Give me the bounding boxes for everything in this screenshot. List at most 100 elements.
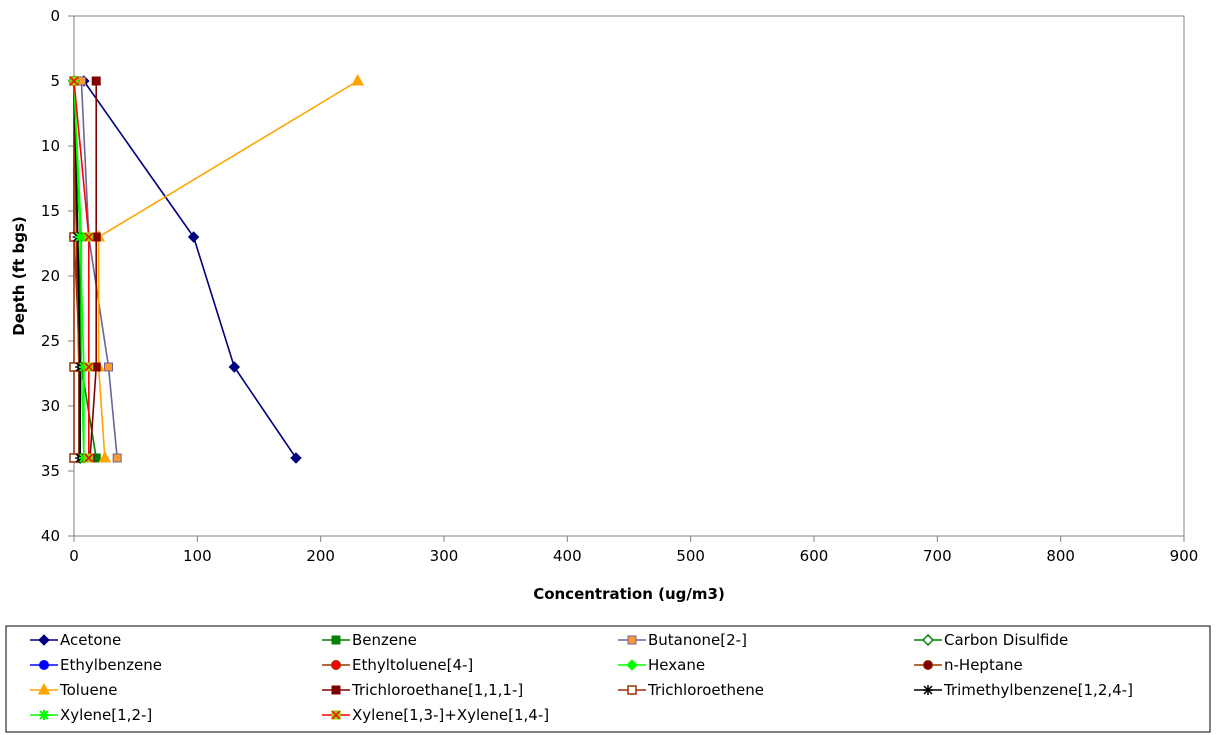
legend-label: Toluene — [59, 681, 117, 699]
series-line — [73, 80, 85, 458]
series-line — [73, 80, 90, 458]
legend-marker — [331, 635, 341, 645]
marker-cross — [69, 76, 79, 86]
marker-cross — [84, 232, 94, 242]
data-point — [78, 362, 89, 372]
legend-marker — [923, 660, 933, 670]
x-tick-label: 900 — [1170, 547, 1199, 565]
x-axis-title: Concentration (ug/m3) — [533, 585, 725, 603]
legend-marker — [331, 660, 341, 670]
legend-entry: Hexane — [618, 656, 705, 674]
y-tick-label: 30 — [41, 397, 60, 415]
legend-label: Hexane — [648, 656, 705, 674]
data-point — [104, 362, 114, 372]
x-axis: 0 100 200 300 400 500 600 700 800 900 — [69, 536, 1198, 565]
y-tick-label: 40 — [41, 527, 60, 545]
legend-marker — [331, 685, 341, 695]
data-point — [187, 231, 200, 243]
legend-marker — [38, 634, 50, 646]
legend-entry: Acetone — [30, 631, 121, 649]
y-tick-label: 20 — [41, 267, 60, 285]
legend: Acetone Benzene Butanone[2-] Carbon Disulfi… — [30, 631, 1133, 724]
x-tick-label: 800 — [1046, 547, 1075, 565]
x-tick-label: 400 — [553, 547, 582, 565]
x-tick-label: 0 — [69, 547, 79, 565]
legend-label: Xylene[1,3-]+Xylene[1,4-] — [352, 706, 549, 724]
legend-label: Ethylbenzene — [60, 656, 162, 674]
y-tick-label: 5 — [50, 72, 60, 90]
legend-marker — [39, 660, 49, 670]
legend-label: Trichloroethane[1,1,1-] — [351, 681, 523, 699]
data-point — [84, 453, 94, 463]
series-13 — [69, 76, 94, 463]
legend-label: Trichloroethene — [647, 681, 764, 699]
legend-entry: Trichloroethene — [618, 681, 764, 699]
series-line — [97, 80, 359, 459]
data-point — [98, 450, 112, 463]
x-tick-label: 100 — [183, 547, 212, 565]
legend-marker — [627, 685, 637, 695]
y-axis-title: Depth (ft bgs) — [10, 216, 28, 335]
legend-label: Acetone — [60, 631, 121, 649]
y-tick-label: 35 — [41, 462, 60, 480]
data-point — [351, 73, 365, 86]
series-line — [89, 81, 97, 459]
data-point — [91, 362, 101, 372]
legend-marker — [921, 633, 935, 647]
y-tick-label: 25 — [41, 332, 60, 350]
legend-marker — [37, 682, 51, 695]
data-point — [290, 452, 302, 464]
legend-entry: Xylene[1,3-]+Xylene[1,4-] — [322, 706, 549, 724]
legend-marker — [923, 685, 933, 695]
legend-label: Trimethylbenzene[1,2,4-] — [943, 681, 1133, 699]
data-point — [84, 232, 94, 242]
legend-label: Butanone[2-] — [648, 631, 747, 649]
data-point — [91, 232, 101, 242]
x-tick-label: 300 — [430, 547, 459, 565]
legend-marker — [39, 710, 49, 720]
x-tick-label: 500 — [676, 547, 705, 565]
legend-entry: Trichloroethane[1,1,1-] — [322, 681, 523, 699]
data-point — [228, 361, 241, 373]
x-tick-label: 700 — [923, 547, 952, 565]
legend-marker — [331, 710, 341, 720]
series-0 — [78, 75, 302, 464]
series-line — [73, 80, 81, 458]
legend-label: n-Heptane — [944, 656, 1023, 674]
legend-box — [5, 625, 1211, 733]
legend-entry: Butanone[2-] — [618, 631, 747, 649]
legend-label: Ethyltoluene[4-] — [352, 656, 473, 674]
data-point — [75, 232, 86, 242]
legend-entry: Toluene — [30, 681, 117, 699]
legend-entry: Benzene — [322, 631, 417, 649]
data-point — [91, 76, 101, 86]
legend-label: Xylene[1,2-] — [60, 706, 152, 724]
y-tick-label: 15 — [41, 202, 60, 220]
data-point — [78, 453, 89, 463]
data-point — [84, 362, 94, 372]
legend-marker — [626, 659, 638, 671]
y-tick-label: 10 — [41, 137, 60, 155]
legend-marker — [627, 635, 637, 645]
marker-cross — [84, 453, 94, 463]
y-axis: 0 5 10 15 20 25 30 35 40 — [41, 7, 74, 545]
data-point — [69, 76, 79, 86]
marker-cross — [84, 362, 94, 372]
legend-label: Benzene — [352, 631, 417, 649]
y-tick-label: 0 — [50, 7, 60, 25]
x-tick-label: 200 — [306, 547, 335, 565]
data-point — [112, 453, 122, 463]
series-layer — [67, 73, 365, 465]
legend-entry: Xylene[1,2-] — [30, 706, 152, 724]
legend-entry: Trimethylbenzene[1,2,4-] — [914, 681, 1133, 699]
legend-entry: Ethylbenzene — [30, 656, 162, 674]
marker-cross — [331, 710, 341, 720]
series-line — [83, 80, 297, 459]
legend-entry: n-Heptane — [914, 656, 1023, 674]
plot-area — [73, 15, 1185, 537]
x-tick-label: 600 — [800, 547, 829, 565]
legend-label: Carbon Disulfide — [944, 631, 1068, 649]
legend-entry: Ethyltoluene[4-] — [322, 656, 473, 674]
legend-entry: Carbon Disulfide — [914, 631, 1068, 649]
